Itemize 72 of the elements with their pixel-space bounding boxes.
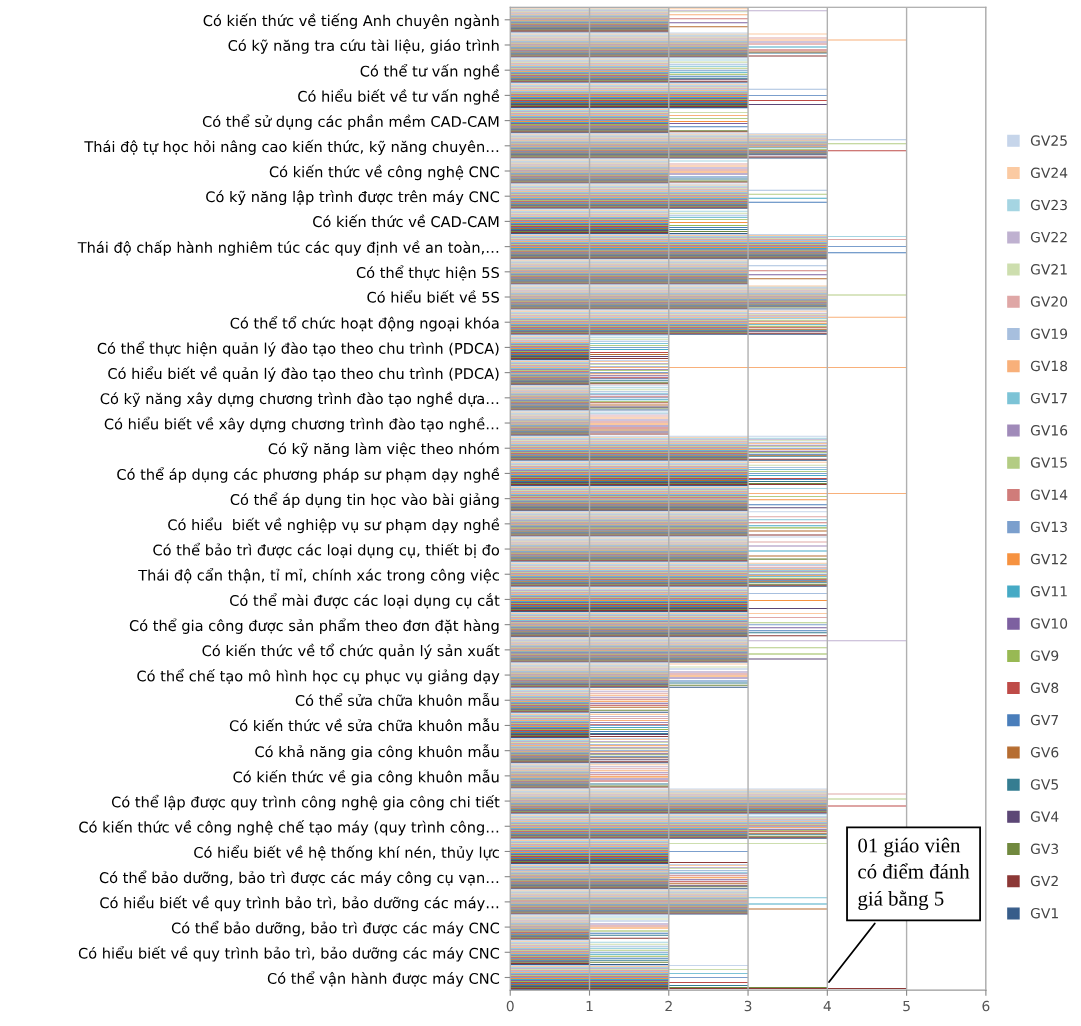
legend-label: GV9 (1030, 650, 1059, 661)
legend-label: GV12 (1030, 553, 1067, 565)
y-tick-label: Có hiểu biết về quy trình bảo trì, bảo dưỡng các máy CNC (78, 946, 500, 962)
x-tick-label: 2 (665, 1000, 672, 1012)
y-tick-label: Có kiến thức về công nghệ chế tạo máy (quy trình công… (79, 820, 499, 836)
legend-label: GV1 (1030, 907, 1058, 919)
y-tick-label: Có thể tổ chức hoạt động ngoại khóa (230, 315, 499, 332)
y-tick-label: Có thể sửa chữa khuôn mẫu (295, 692, 499, 707)
y-tick-label: Có thể bảo dưỡng, bảo trì được các máy CNC (171, 920, 500, 937)
y-tick-label: Có kiến thức về sửa chữa khuôn mẫu (229, 718, 499, 732)
y-tick-label: Có hiểu biết về quản lý đào tạo theo chu trình (PDCA) (108, 366, 499, 382)
y-tick-label: Thái độ cẩn thận, tỉ mỉ, chính xác trong công việc (138, 567, 499, 584)
legend-label: GV13 (1030, 521, 1067, 533)
y-tick-label: Có thể áp dụng các phương pháp sư phạm dạy nghề (117, 467, 500, 483)
legend-label: GV23 (1030, 199, 1067, 211)
y-tick-label: Có hiểu biết về xây dựng chương trình đào tạo nghề… (104, 416, 499, 433)
y-tick-label: Có kiến thức về tiếng Anh chuyên ngành (203, 13, 499, 29)
y-tick-label: Có thể áp dụng tin học vào bài giảng (230, 492, 499, 508)
y-tick-label: Có thể mài được các loại dụng cụ cắt (230, 593, 500, 609)
y-tick-label: Có kiến thức về tổ chức quản lý sản xuất (202, 643, 500, 660)
y-tick-label: Có khả năng gia công khuôn mẫu (255, 744, 499, 761)
y-tick-label: Có kiến thức về CAD-CAM (313, 214, 499, 228)
x-tick-label: 6 (982, 1000, 990, 1012)
y-tick-label: Thái độ chấp hành nghiêm túc các quy định về an toàn,… (77, 240, 499, 256)
x-tick-label: 4 (823, 1000, 831, 1012)
y-tick-label: Có thể thực hiện 5S (356, 265, 500, 281)
y-tick-label: Có thể vận hành được máy CNC (267, 971, 500, 987)
legend-label: GV6 (1030, 746, 1059, 758)
legend-label: GV18 (1030, 360, 1068, 372)
legend-label: GV20 (1030, 296, 1068, 307)
y-tick-label: Có thể chế tạo mô hình học cụ phục vụ giảng dạy (137, 668, 500, 685)
legend-label: GV2 (1030, 875, 1058, 887)
legend-label: GV5 (1030, 779, 1058, 790)
y-tick-label: Có kiến thức về công nghệ CNC (269, 164, 500, 181)
y-tick-label: Có thể sử dụng các phần mềm CAD-CAM (202, 114, 499, 130)
y-tick-label: Có thể tư vấn nghề (360, 63, 500, 80)
legend-label: GV8 (1030, 682, 1059, 694)
legend-label: GV19 (1030, 328, 1068, 339)
y-tick-label: Có thể bảo trì được các loại dụng cụ, thiết bị đo (153, 542, 500, 559)
x-tick-label: 0 (506, 1000, 514, 1012)
y-tick-label: Có hiểu biết về tư vấn nghề (298, 89, 500, 105)
y-tick-label: Có thể gia công được sản phẩm theo đơn đặt hàng (129, 618, 499, 634)
legend-label: GV7 (1030, 714, 1059, 726)
legend-label: GV11 (1030, 586, 1067, 597)
y-tick-label: Thái độ tự học hỏi nâng cao kiến thức, kỹ năng chuyên… (84, 139, 499, 155)
x-tick-label: 3 (744, 1000, 752, 1012)
legend-label: GV17 (1030, 392, 1067, 404)
legend-label: GV22 (1030, 231, 1067, 243)
legend-label: GV24 (1030, 167, 1068, 179)
y-tick-label: Có kỹ năng xây dựng chương trình đào tạo nghề dựa… (100, 391, 499, 408)
y-tick-label: Có hiểu biết về hệ thống khí nén, thủy lực (194, 845, 499, 861)
y-tick-label: Có kỹ năng tra cứu tài liệu, giáo trình (228, 39, 499, 54)
y-tick-label: Có thể thực hiện quản lý đào tạo theo chu trình (PDCA) (97, 341, 499, 357)
legend-label: GV10 (1030, 618, 1068, 629)
y-tick-label: Có hiểu biết về quy trình bảo trì, bảo dưỡng các máy… (100, 895, 499, 912)
y-tick-label: Có kỹ năng lập trình được trên máy CNC (206, 190, 500, 206)
y-tick-label: Có hiểu biết về 5S (367, 290, 499, 303)
x-tick-label: 1 (586, 1000, 593, 1012)
x-tick-label: 5 (903, 1000, 910, 1012)
legend-label: GV16 (1030, 425, 1068, 436)
legend-label: GV3 (1030, 843, 1059, 855)
y-tick-label: Có thể lập được quy trình công nghệ gia công chi tiết (111, 794, 500, 811)
y-tick-label: Có hiểu biết về nghiệp vụ sư phạm dạy nghề (168, 517, 500, 534)
legend-label: GV21 (1030, 264, 1067, 275)
y-tick-label: Có kiến thức về gia công khuôn mẫu (233, 769, 499, 786)
annotation: 01 giáo viên có điểm đánh giá bằng 5 (858, 837, 970, 910)
legend-label: GV25 (1030, 135, 1067, 146)
legend-label: GV4 (1030, 811, 1059, 822)
y-tick-label: Có kỹ năng làm việc theo nhóm (268, 442, 499, 458)
legend-label: GV15 (1030, 457, 1067, 468)
legend-label: GV14 (1030, 489, 1068, 500)
y-tick-label: Có thể bảo dưỡng, bảo trì được các máy công cụ vạn… (99, 870, 499, 886)
